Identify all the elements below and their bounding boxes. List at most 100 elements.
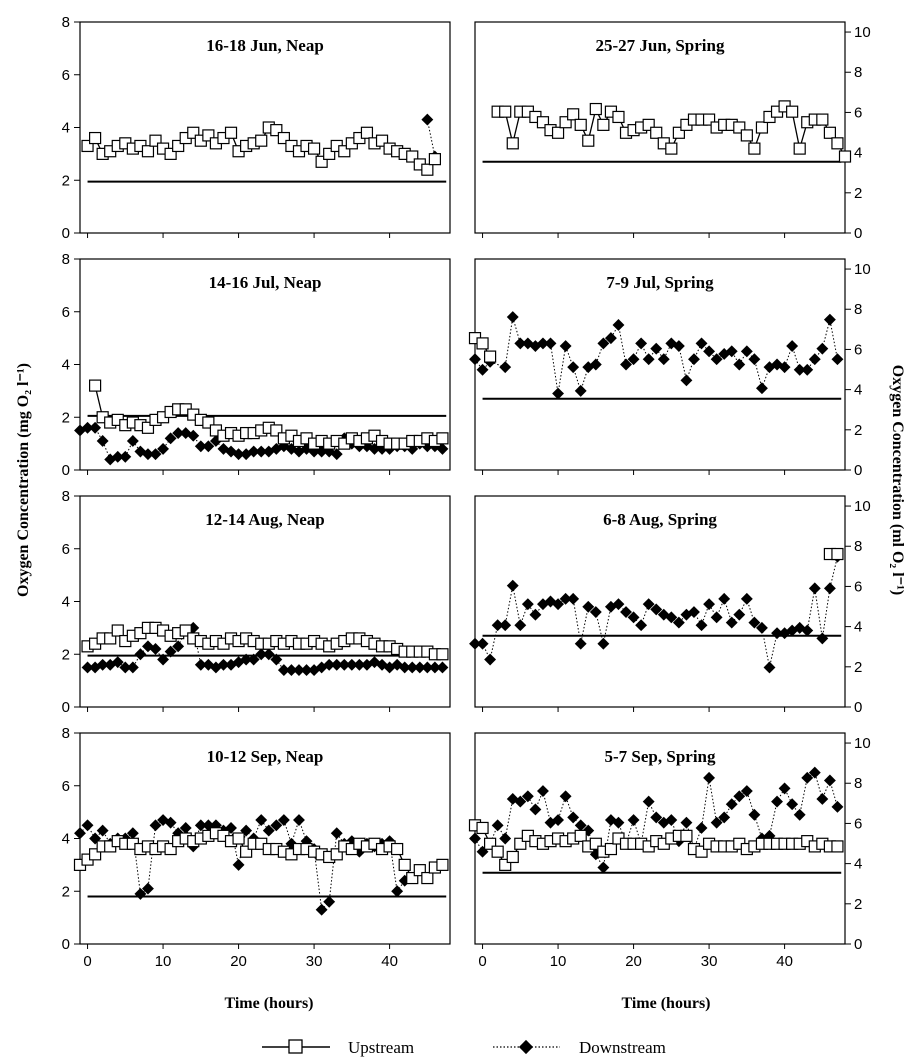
downstream-point [499, 619, 512, 632]
downstream-point [808, 353, 821, 366]
downstream-point [831, 800, 844, 813]
upstream-point [499, 105, 512, 118]
upstream-point [277, 131, 290, 145]
y-tick-label-right: 8 [854, 775, 862, 792]
y-tick-label-left: 8 [62, 251, 70, 268]
downstream-line [474, 316, 838, 394]
y-tick-label-right: 4 [854, 145, 862, 162]
downstream-point [74, 827, 86, 840]
downstream-point [657, 353, 670, 366]
upstream-point [436, 432, 449, 445]
upstream-point [81, 139, 94, 153]
y-tick-label-right: 0 [854, 699, 862, 716]
upstream-point [428, 153, 441, 166]
y-tick-label-right: 2 [854, 896, 862, 913]
downstream-point [119, 450, 132, 463]
downstream-point [552, 387, 565, 400]
downstream-point [748, 808, 761, 821]
panel-1: 0 2 4 6 8 16-18 Jun, Neap [62, 14, 451, 242]
x-tick-label: 10 [550, 953, 567, 970]
downstream-point [710, 353, 723, 366]
downstream-point [323, 895, 336, 908]
upstream-point [164, 842, 177, 856]
upstream-point [574, 118, 587, 131]
downstream-point [748, 353, 761, 366]
downstream-point [255, 445, 268, 458]
upstream-point [484, 837, 497, 850]
downstream-point [718, 592, 731, 605]
y-tick-label-right: 8 [854, 301, 862, 318]
upstream-point [398, 858, 411, 871]
upstream-point [680, 829, 693, 842]
y-tick-label-right: 4 [854, 382, 862, 399]
downstream-point [552, 598, 565, 611]
downstream-point [725, 616, 738, 629]
downstream-point [421, 113, 434, 126]
upstream-point [536, 116, 550, 129]
upstream-point [755, 121, 769, 134]
upstream-point [172, 139, 185, 153]
upstream-point [224, 126, 238, 139]
downstream-point [597, 637, 610, 650]
downstream-point [469, 832, 481, 845]
downstream-point [330, 448, 343, 461]
downstream-point [733, 358, 746, 371]
upstream-point [141, 145, 155, 158]
downstream-point [537, 785, 549, 797]
panel-5: 0 2 4 6 8 12-14 Aug, Neap [62, 488, 451, 716]
upstream-point [838, 150, 852, 163]
panel-3: 0 2 4 6 8 14-16 Jul, Neap [62, 251, 451, 479]
downstream-point [391, 885, 404, 898]
y-tick-label-right: 6 [854, 578, 862, 595]
y-tick-label-right: 10 [854, 24, 871, 41]
downstream-point [627, 353, 640, 366]
downstream-point [816, 792, 829, 805]
x-tick-label: 20 [230, 953, 247, 970]
y-tick-label-left: 6 [62, 541, 70, 558]
upstream-point [406, 871, 419, 885]
downstream-point [612, 318, 625, 331]
upstream-point [323, 147, 336, 160]
downstream-point [574, 819, 587, 832]
upstream-point [612, 110, 625, 124]
x-tick-label: 30 [701, 953, 718, 970]
x-tick-label: 20 [625, 953, 642, 970]
downstream-point [247, 653, 260, 666]
downstream-point [126, 435, 139, 447]
downstream-point [476, 637, 489, 650]
upstream-point [574, 829, 587, 842]
downstream-point [665, 611, 678, 624]
downstream-point [672, 340, 685, 352]
upstream-point [240, 845, 253, 858]
downstream-point [491, 819, 504, 832]
downstream-point [247, 445, 260, 458]
legend: Upstream Downstream [262, 1038, 666, 1057]
y-tick-label-right: 8 [854, 538, 862, 555]
legend-upstream-label: Upstream [348, 1038, 414, 1057]
downstream-point [755, 382, 768, 395]
y-tick-label-left: 4 [62, 120, 70, 137]
downstream-point [740, 592, 753, 605]
downstream-point [499, 832, 512, 845]
upstream-point [375, 134, 389, 147]
downstream-point [793, 808, 806, 821]
upstream-point [491, 845, 504, 858]
downstream-point [506, 579, 519, 592]
upstream-point [831, 547, 844, 561]
upstream-point [436, 858, 449, 871]
downstream-point [725, 345, 738, 358]
downstream-point [476, 363, 489, 376]
downstream-point [680, 374, 693, 387]
upstream-point [307, 142, 321, 155]
x-tick-label: 30 [306, 953, 323, 970]
x-tick-label: 40 [381, 953, 398, 970]
upstream-point [406, 150, 419, 163]
upstream-point [179, 624, 192, 637]
y-tick-label-left: 4 [62, 357, 70, 374]
x-axis-label-right: Time (hours) [621, 995, 710, 1012]
upstream-point [748, 142, 761, 155]
upstream-point [831, 137, 844, 150]
upstream-point [330, 848, 343, 861]
panel-8: 0 2 4 6 8 10 0 10 20 30 40 5-7 Sep, Spring [468, 732, 871, 970]
